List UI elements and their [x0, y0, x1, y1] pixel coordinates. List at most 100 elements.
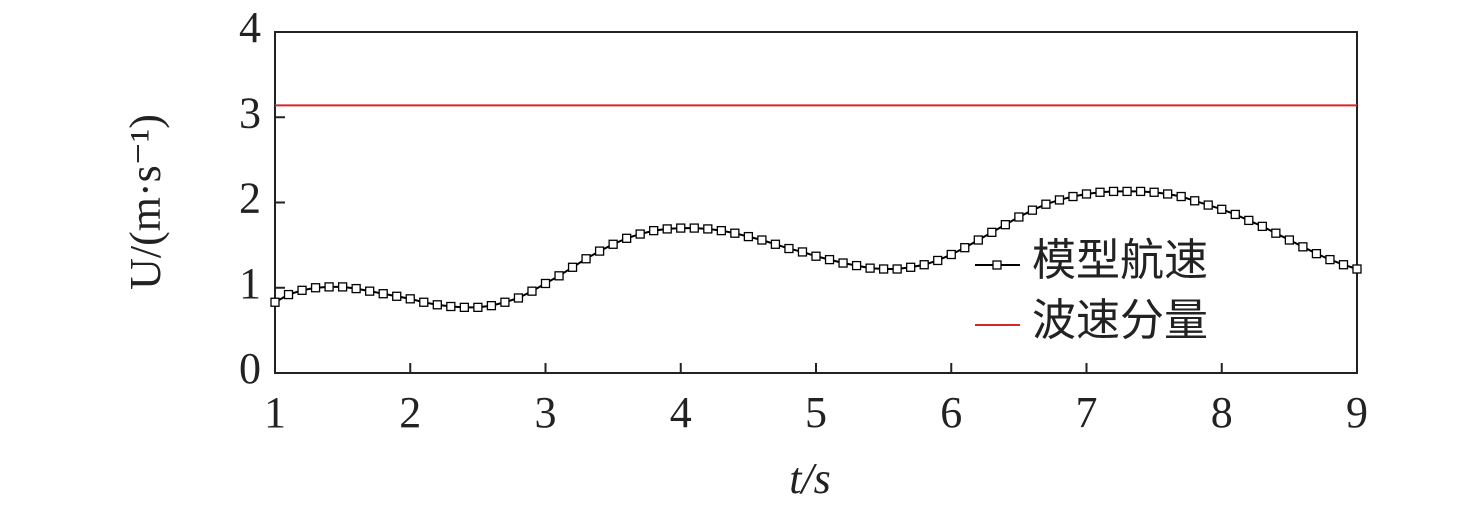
- marker: [392, 291, 402, 301]
- legend-label: 模型航速: [1032, 236, 1208, 285]
- x-tick-label: 6: [940, 388, 962, 437]
- marker: [324, 282, 334, 292]
- marker: [1149, 187, 1159, 197]
- marker: [527, 286, 537, 296]
- marker: [567, 262, 578, 272]
- marker: [1311, 248, 1322, 259]
- marker: [459, 302, 470, 313]
- marker: [878, 264, 889, 274]
- marker: [662, 224, 672, 234]
- marker: [851, 260, 862, 271]
- marker: [919, 260, 929, 270]
- marker: [270, 297, 280, 307]
- x-tick-label: 2: [399, 388, 421, 437]
- marker: [378, 289, 388, 299]
- marker: [743, 231, 754, 242]
- marker: [622, 233, 632, 243]
- marker: [1122, 186, 1132, 197]
- marker: [351, 283, 361, 294]
- y-tick-label: 1: [239, 259, 261, 308]
- legend-label: 波速分量: [1032, 296, 1208, 345]
- marker: [676, 223, 686, 233]
- marker: [337, 282, 348, 292]
- marker: [1163, 189, 1173, 199]
- marker: [1135, 186, 1146, 197]
- marker: [1054, 195, 1065, 205]
- y-tick-label: 4: [239, 3, 261, 52]
- marker: [419, 297, 429, 307]
- x-axis-label: t/s: [789, 454, 831, 503]
- marker: [1108, 186, 1119, 197]
- marker: [946, 249, 956, 260]
- x-tick-label: 9: [1346, 388, 1368, 437]
- marker: [310, 283, 321, 293]
- marker: [581, 254, 591, 264]
- marker: [973, 235, 983, 245]
- marker: [500, 297, 510, 307]
- marker: [1325, 254, 1335, 265]
- y-tick-label: 3: [239, 88, 261, 137]
- marker: [703, 224, 713, 234]
- marker: [1190, 196, 1200, 206]
- marker: [838, 258, 848, 268]
- marker: [473, 302, 483, 313]
- marker: [540, 278, 551, 289]
- y-tick-label: 2: [239, 174, 261, 223]
- x-tick-label: 1: [264, 388, 286, 437]
- x-tick-label: 5: [805, 388, 827, 437]
- marker: [892, 264, 902, 274]
- marker: [716, 225, 726, 236]
- marker: [1271, 228, 1281, 238]
- marker: [554, 271, 564, 281]
- marker: [635, 229, 645, 239]
- marker: [446, 301, 456, 312]
- marker: [1068, 191, 1078, 202]
- marker: [297, 285, 307, 295]
- marker: [1095, 187, 1105, 197]
- marker: [1000, 220, 1010, 230]
- marker: [1230, 209, 1240, 220]
- marker: [1298, 242, 1308, 252]
- marker: [1352, 264, 1362, 274]
- marker: [1217, 204, 1227, 214]
- marker: [770, 239, 781, 249]
- marker: [1203, 200, 1213, 210]
- legend-marker: [992, 260, 1002, 270]
- marker: [689, 223, 699, 233]
- marker: [432, 300, 442, 310]
- marker: [730, 228, 740, 238]
- x-tick-label: 8: [1211, 388, 1233, 437]
- marker: [865, 263, 875, 273]
- marker: [365, 286, 375, 296]
- marker: [594, 246, 605, 256]
- x-tick-label: 7: [1076, 388, 1098, 437]
- marker: [811, 251, 821, 261]
- marker: [513, 293, 524, 303]
- x-tick-label: 3: [535, 388, 557, 437]
- marker: [1284, 235, 1295, 245]
- marker: [933, 255, 943, 266]
- y-axis-label: U/(m·s⁻¹): [121, 114, 170, 290]
- marker: [1027, 205, 1038, 215]
- marker: [1041, 199, 1051, 209]
- marker: [1014, 212, 1024, 222]
- marker: [1081, 189, 1092, 199]
- marker: [987, 227, 997, 237]
- marker: [649, 225, 659, 236]
- marker: [608, 239, 618, 249]
- marker: [757, 235, 767, 245]
- marker: [1176, 191, 1186, 202]
- marker: [486, 301, 497, 311]
- marker: [960, 243, 970, 253]
- marker: [283, 289, 294, 300]
- marker: [906, 262, 916, 272]
- x-tick-label: 4: [670, 388, 692, 437]
- marker: [1338, 260, 1349, 270]
- marker: [784, 243, 794, 254]
- marker: [797, 247, 808, 257]
- marker: [1257, 221, 1267, 232]
- marker: [405, 294, 415, 304]
- marker: [1244, 215, 1254, 226]
- marker: [824, 254, 835, 265]
